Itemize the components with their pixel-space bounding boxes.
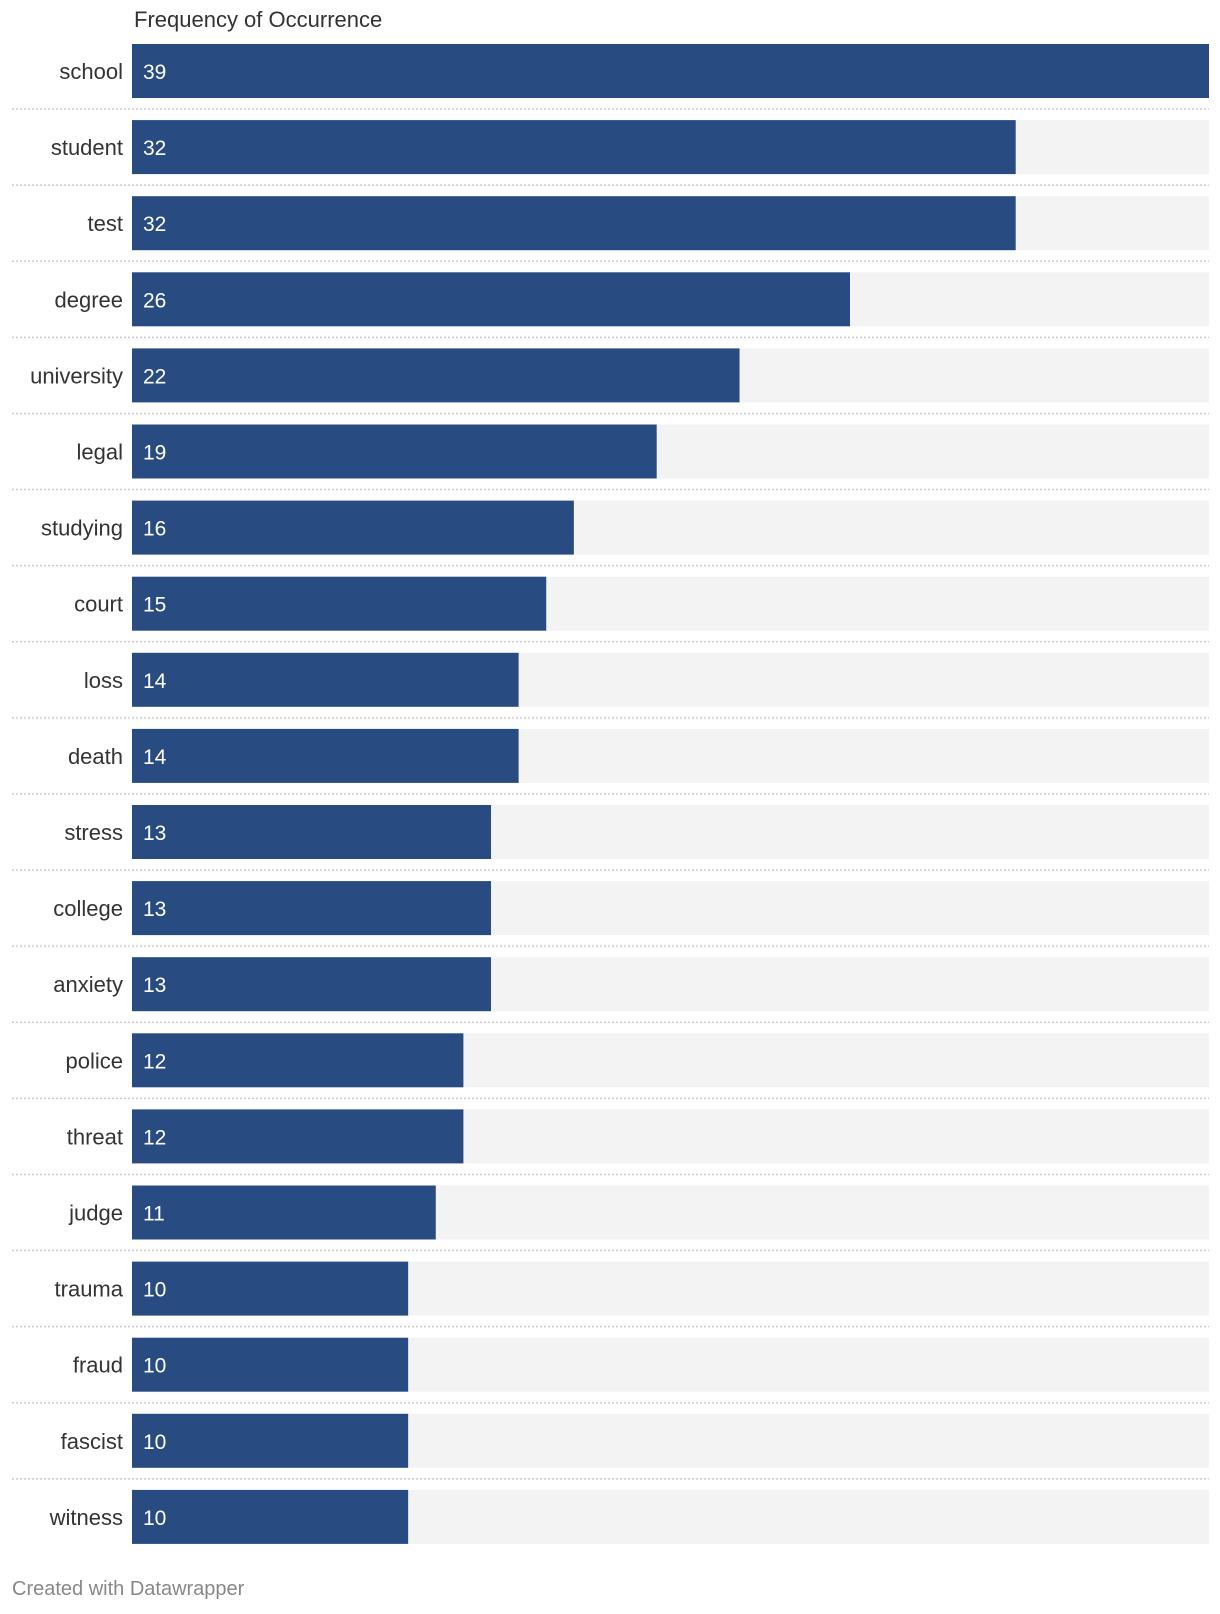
bar-row: stress 13 [12,805,1209,871]
bar-loss [132,652,519,707]
bar-threat [132,1109,464,1164]
bar-university [132,348,740,403]
bar-fraud [132,1337,409,1392]
column-header: Frequency of Occurrence [134,7,382,32]
value-label: 14 [143,746,167,769]
category-label: witness [49,1505,123,1530]
category-label: loss [84,668,123,693]
category-label: trauma [55,1277,124,1302]
bar-row: university 22 [12,348,1209,415]
bar-anxiety [132,957,491,1012]
value-label: 12 [143,1126,166,1149]
bar-studying [132,500,574,555]
value-label: 32 [143,213,166,236]
category-label: school [59,59,123,84]
value-label: 22 [143,365,166,388]
value-label: 16 [143,518,166,541]
value-label: 10 [143,1431,166,1454]
bar-student [132,120,1016,175]
bar-row: court 15 [12,576,1209,643]
category-label: judge [68,1201,123,1226]
value-label: 26 [143,289,166,312]
category-label: police [66,1048,123,1073]
bar-row: test 32 [12,196,1209,262]
bar-trauma [132,1261,409,1316]
category-label: legal [77,440,123,465]
bar-row: fraud 10 [12,1337,1209,1404]
value-label: 32 [143,137,166,160]
category-label: death [68,744,123,769]
bar-death [132,728,519,783]
bar-row: loss 14 [12,652,1209,719]
bar-stress [132,805,491,859]
bar-row: fascist 10 [12,1413,1209,1480]
bar-row: police 12 [12,1033,1209,1100]
bar-row: student 32 [12,120,1209,186]
bar-row: death 14 [12,728,1209,795]
bar-row: anxiety 13 [12,957,1209,1023]
value-label: 10 [143,1355,166,1378]
category-label: studying [41,516,123,541]
bar-fascist [132,1413,409,1468]
value-label: 14 [143,670,167,693]
bar-test [132,196,1016,251]
value-label: 13 [143,822,166,845]
category-label: test [88,211,123,236]
bar-witness [132,1489,409,1544]
value-label: 10 [143,1507,166,1530]
category-label: university [30,363,123,388]
category-label: college [53,896,123,921]
bar-school [132,44,1209,98]
bar-row: college 13 [12,881,1209,947]
bar-degree [132,272,850,327]
bar-row: trauma 10 [12,1261,1209,1328]
value-label: 10 [143,1279,166,1302]
value-label: 19 [143,442,166,465]
bar-row: degree 26 [12,272,1209,339]
category-label: threat [67,1124,123,1149]
bar-legal [132,424,657,479]
bar-chart: Frequency of Occurrence school 39 student 3… [12,7,1209,1544]
value-label: 13 [143,974,166,997]
category-label: anxiety [53,972,123,997]
bar-row: studying 16 [12,500,1209,567]
bar-row: threat 12 [12,1109,1209,1176]
value-label: 39 [143,61,166,84]
bar-row: judge 11 [12,1185,1209,1252]
value-label: 13 [143,898,166,921]
bar-rows: school 39 student 32 test 32 degree 26 universit… [12,44,1209,1544]
value-label: 11 [143,1203,165,1226]
category-label: degree [54,287,123,312]
footer-credit[interactable]: Created with Datawrapper [12,1578,245,1600]
category-label: stress [64,820,123,845]
bar-row: legal 19 [12,424,1209,491]
bar-college [132,881,491,936]
bar-police [132,1033,464,1088]
category-label: student [51,135,123,160]
bar-judge [132,1185,436,1240]
category-label: court [74,592,123,617]
category-label: fascist [61,1429,123,1454]
value-label: 12 [143,1050,166,1073]
bar-row: witness 10 [49,1489,1209,1544]
bar-court [132,576,547,631]
bar-row: school 39 [12,44,1209,110]
category-label: fraud [73,1353,123,1378]
value-label: 15 [143,594,166,617]
